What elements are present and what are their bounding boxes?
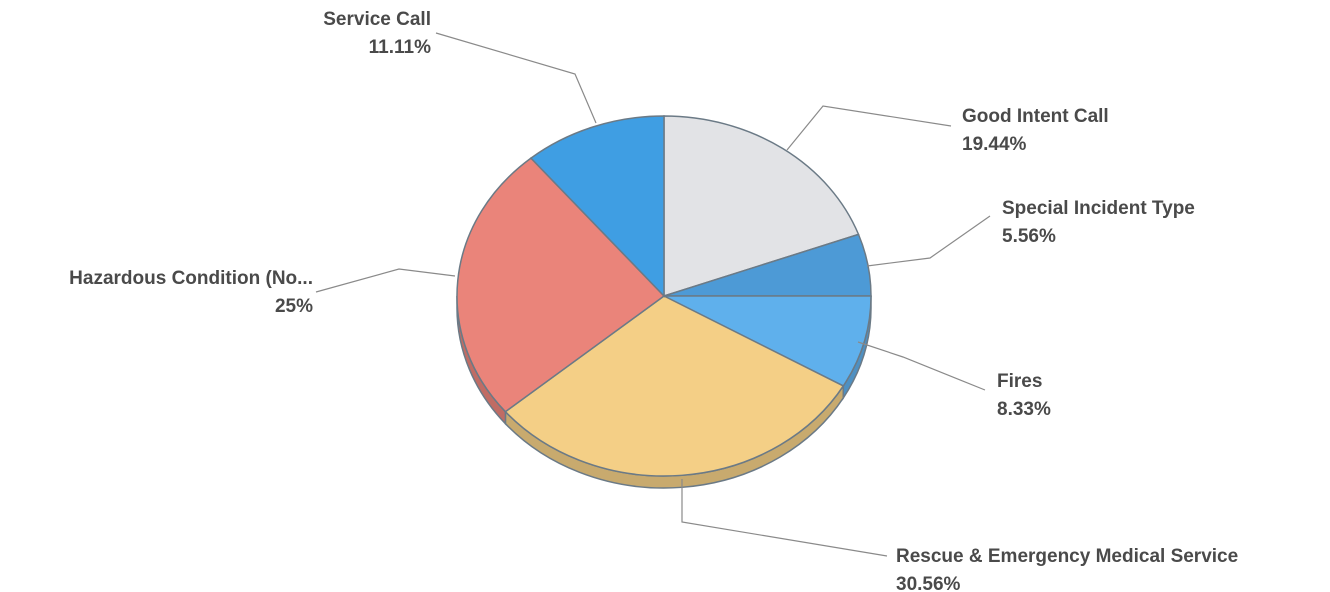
pie-slice-service-call <box>529 115 665 298</box>
slice-value-hazardous-condition: 25% <box>275 296 313 317</box>
slice-label-rescue-emergency-medical-service: Rescue & Emergency Medical Service <box>896 546 1238 567</box>
leader-lines-layer <box>315 32 991 557</box>
slice-value-rescue-emergency-medical-service: 30.56% <box>896 574 961 592</box>
leader-line-special-incident-type <box>866 215 991 267</box>
pie-slice-fires <box>663 295 872 387</box>
pie-slice-hazardous-condition <box>456 157 666 413</box>
slice-value-fires: 8.33% <box>997 399 1051 420</box>
slice-value-good-intent-call: 19.44% <box>962 134 1027 155</box>
slice-label-hazardous-condition: Hazardous Condition (No... <box>69 268 313 289</box>
pie-slices-layer <box>456 115 872 477</box>
leader-line-service-call <box>435 32 597 124</box>
pie-slice-good-intent-call <box>663 115 860 298</box>
slice-value-service-call: 11.11% <box>369 37 431 58</box>
slice-value-special-incident-type: 5.56% <box>1002 226 1056 247</box>
slice-label-good-intent-call: Good Intent Call <box>962 106 1109 127</box>
leader-line-fires <box>857 341 986 391</box>
slice-label-fires: Fires <box>997 371 1042 392</box>
leader-line-good-intent-call <box>786 105 952 151</box>
slice-label-service-call: Service Call <box>323 9 431 30</box>
slice-labels-layer: Good Intent Call 19.44% Special Incident T… <box>69 9 1238 592</box>
leader-line-rescue-emergency-medical-service <box>681 479 888 557</box>
leader-line-hazardous-condition <box>315 268 456 293</box>
slice-label-special-incident-type: Special Incident Type <box>1002 198 1195 219</box>
pie-slice-rescue-emergency-medical-service <box>504 295 845 477</box>
